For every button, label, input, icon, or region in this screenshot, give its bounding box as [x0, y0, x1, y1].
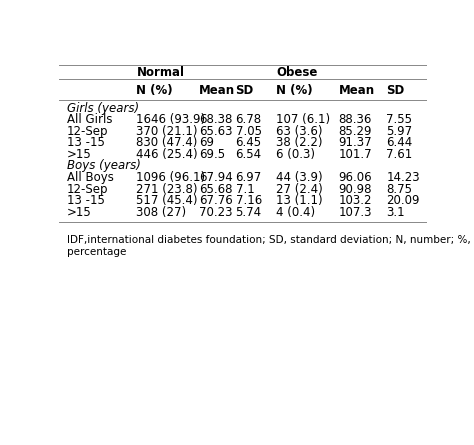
- Text: Mean: Mean: [338, 84, 374, 97]
- Text: 12-Sep: 12-Sep: [66, 125, 108, 138]
- Text: 6.44: 6.44: [386, 136, 412, 150]
- Text: 90.98: 90.98: [338, 182, 372, 196]
- Text: 65.63: 65.63: [199, 125, 232, 138]
- Text: 7.61: 7.61: [386, 148, 412, 161]
- Text: 517 (45.4): 517 (45.4): [137, 194, 198, 207]
- Text: All Boys: All Boys: [66, 171, 113, 184]
- Text: SD: SD: [386, 84, 404, 97]
- Text: 20.09: 20.09: [386, 194, 419, 207]
- Text: 103.2: 103.2: [338, 194, 372, 207]
- Text: 96.06: 96.06: [338, 171, 372, 184]
- Text: SD: SD: [236, 84, 254, 97]
- Text: 101.7: 101.7: [338, 148, 372, 161]
- Text: Mean: Mean: [199, 84, 235, 97]
- Text: 69.5: 69.5: [199, 148, 225, 161]
- Text: 7.55: 7.55: [386, 113, 412, 126]
- Text: 6.45: 6.45: [236, 136, 262, 150]
- Text: 69: 69: [199, 136, 214, 150]
- Text: 7.05: 7.05: [236, 125, 262, 138]
- Text: 7.1: 7.1: [236, 182, 255, 196]
- Text: 8.75: 8.75: [386, 182, 412, 196]
- Text: All Girls: All Girls: [66, 113, 112, 126]
- Text: 830 (47.4): 830 (47.4): [137, 136, 198, 150]
- Text: 27 (2.4): 27 (2.4): [276, 182, 323, 196]
- Text: 44 (3.9): 44 (3.9): [276, 171, 323, 184]
- Text: Obese: Obese: [276, 66, 318, 79]
- Text: 65.68: 65.68: [199, 182, 232, 196]
- Text: 6.78: 6.78: [236, 113, 262, 126]
- Text: 5.97: 5.97: [386, 125, 412, 138]
- Text: 4 (0.4): 4 (0.4): [276, 206, 315, 219]
- Text: 12-Sep: 12-Sep: [66, 182, 108, 196]
- Text: Normal: Normal: [137, 66, 184, 79]
- Text: 107 (6.1): 107 (6.1): [276, 113, 330, 126]
- Text: 88.36: 88.36: [338, 113, 372, 126]
- Text: 13 -15: 13 -15: [66, 136, 104, 150]
- Text: 13 (1.1): 13 (1.1): [276, 194, 323, 207]
- Text: 38 (2.2): 38 (2.2): [276, 136, 322, 150]
- Text: 13 -15: 13 -15: [66, 194, 104, 207]
- Text: 107.3: 107.3: [338, 206, 372, 219]
- Text: 6 (0.3): 6 (0.3): [276, 148, 315, 161]
- Text: 1646 (93.9): 1646 (93.9): [137, 113, 206, 126]
- Text: 446 (25.4): 446 (25.4): [137, 148, 198, 161]
- Text: 85.29: 85.29: [338, 125, 372, 138]
- Text: Girls (years): Girls (years): [66, 102, 139, 115]
- Text: 70.23: 70.23: [199, 206, 232, 219]
- Text: >15: >15: [66, 206, 91, 219]
- Text: 6.97: 6.97: [236, 171, 262, 184]
- Text: 271 (23.8): 271 (23.8): [137, 182, 198, 196]
- Text: 3.1: 3.1: [386, 206, 405, 219]
- Text: 67.94: 67.94: [199, 171, 233, 184]
- Text: 14.23: 14.23: [386, 171, 420, 184]
- Text: IDF,international diabetes foundation; SD, standard deviation; N, number; %,
per: IDF,international diabetes foundation; S…: [66, 235, 470, 257]
- Text: 68.38: 68.38: [199, 113, 232, 126]
- Text: N (%): N (%): [276, 84, 313, 97]
- Text: 63 (3.6): 63 (3.6): [276, 125, 322, 138]
- Text: 91.37: 91.37: [338, 136, 372, 150]
- Text: 67.76: 67.76: [199, 194, 233, 207]
- Text: 6.54: 6.54: [236, 148, 262, 161]
- Text: 1096 (96.1): 1096 (96.1): [137, 171, 206, 184]
- Text: Boys (years): Boys (years): [66, 159, 140, 172]
- Text: N (%): N (%): [137, 84, 173, 97]
- Text: 308 (27): 308 (27): [137, 206, 186, 219]
- Text: 370 (21.1): 370 (21.1): [137, 125, 198, 138]
- Text: 5.74: 5.74: [236, 206, 262, 219]
- Text: 7.16: 7.16: [236, 194, 262, 207]
- Text: >15: >15: [66, 148, 91, 161]
